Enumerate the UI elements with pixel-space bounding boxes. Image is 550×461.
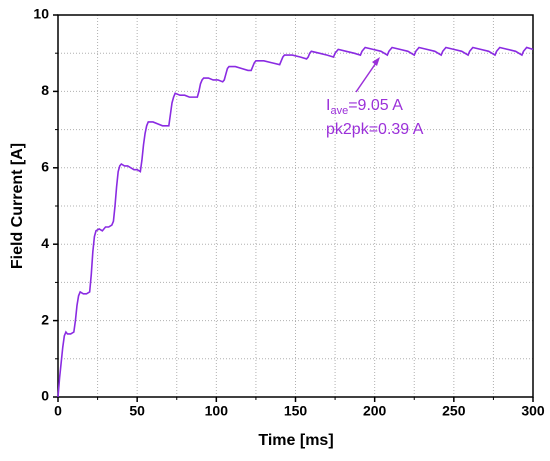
annotation: Iave=9.05 A	[326, 97, 403, 117]
x-tick-label: 100	[205, 403, 229, 419]
x-tick-label: 50	[129, 403, 145, 419]
annotation-part: I	[326, 97, 330, 114]
annotation-arrowhead	[372, 57, 380, 66]
y-tick-label: 10	[33, 6, 49, 22]
data-line	[57, 46, 534, 398]
annotation-arrow	[355, 59, 379, 93]
x-tick-label: 150	[284, 403, 308, 419]
x-tick-label: 0	[54, 403, 62, 419]
y-tick-label: 6	[41, 159, 49, 175]
x-tick-label: 300	[521, 403, 545, 419]
y-tick-label: 4	[41, 235, 49, 251]
annotation-part: =9.05 A	[348, 97, 403, 114]
x-tick-label: 200	[363, 403, 387, 419]
annotation: pk2pk=0.39 A	[326, 121, 424, 138]
x-tick-label: 250	[442, 403, 466, 419]
y-tick-label: 8	[41, 82, 49, 98]
y-axis-title: Field Current [A]	[9, 143, 26, 269]
y-tick-label: 2	[41, 311, 49, 327]
annotation-part: ave	[330, 105, 348, 117]
x-axis-title: Time [ms]	[258, 432, 333, 449]
y-tick-label: 0	[41, 388, 49, 404]
